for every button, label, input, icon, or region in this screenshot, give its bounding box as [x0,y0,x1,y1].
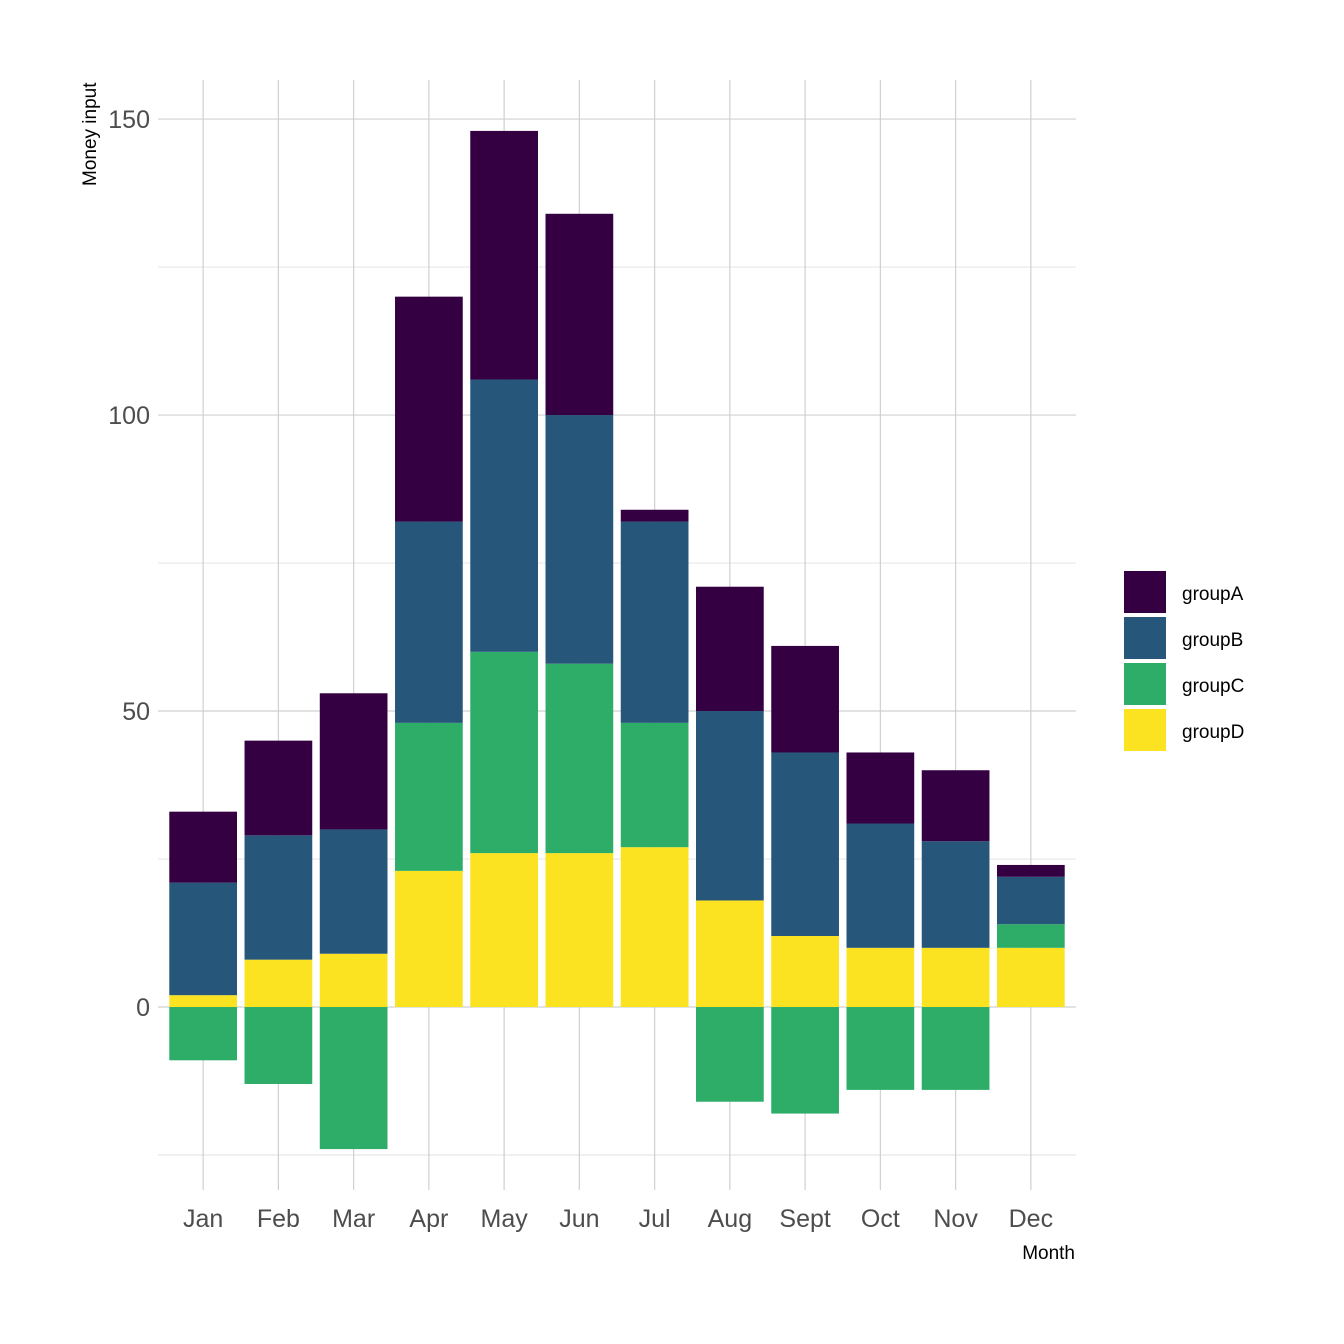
bar-groupA-Apr [395,296,463,522]
bar-groupC-Dec [996,924,1065,948]
bar-groupD-Nov [921,947,990,1008]
legend-label: groupD [1182,722,1244,743]
bar-groupD-Jan [169,995,238,1008]
bar-groupB-Jul [620,521,689,723]
bar-groupA-Jul [620,509,689,522]
bar-groupB-Dec [996,876,1065,925]
legend-label: groupA [1182,584,1244,605]
x-tick-label: Apr [409,1205,448,1233]
bar-groupD-Mar [319,953,388,1008]
bar-groupD-Oct [846,947,915,1008]
x-tick-label: Aug [708,1205,752,1233]
bar-groupB-Sept [771,752,839,936]
bars [169,130,1065,1150]
bar-groupD-Dec [996,947,1065,1008]
bar-groupD-Sept [771,935,839,1008]
legend: groupA groupB groupC groupD [1124,571,1244,751]
bar-groupA-Oct [846,752,915,824]
bar-groupC-Feb [244,1007,313,1084]
legend-label: groupC [1182,676,1244,697]
x-tick-label: Dec [1009,1205,1053,1233]
x-tick-label: Jan [183,1205,223,1233]
bar-groupA-Jan [169,811,238,883]
bar-groupA-May [470,130,538,380]
bar-groupC-Mar [319,1007,388,1150]
bar-groupB-Mar [319,829,388,954]
x-tick-label: Jul [639,1205,671,1233]
legend-label: groupB [1182,630,1243,651]
bar-groupC-Jun [545,663,614,854]
bar-groupB-Oct [846,823,915,948]
bar-groupB-Aug [696,711,764,901]
y-tick-label: 100 [108,402,150,430]
bar-groupD-Feb [244,959,313,1008]
x-tick-label: May [481,1205,529,1233]
bar-groupB-Jun [545,415,614,664]
x-tick-label: Feb [257,1205,300,1233]
x-axis-title: Month [1022,1243,1075,1264]
bar-groupA-Dec [996,864,1065,877]
x-axis-ticks: Jan Feb Mar Apr May Jun Jul Aug Sept Oct Nov Dec [183,1205,1053,1233]
bar-groupD-May [470,853,538,1008]
bar-groupC-Oct [846,1007,915,1090]
y-axis-ticks: 0 50 100 150 [108,106,150,1022]
x-tick-label: Oct [861,1205,900,1233]
x-tick-label: Nov [933,1205,978,1233]
legend-key-groupB [1124,617,1166,659]
bar-groupA-Sept [771,645,839,753]
x-tick-label: Jun [559,1205,599,1233]
bar-groupC-Jul [620,722,689,848]
bar-groupC-Sept [771,1007,839,1114]
bar-groupC-Apr [395,722,463,871]
y-axis-title: Money input [80,82,101,186]
bar-groupC-May [470,651,538,854]
bar-groupB-Feb [244,835,313,960]
bar-groupD-Apr [395,870,463,1008]
y-tick-label: 150 [108,106,150,134]
bar-groupC-Nov [921,1007,990,1090]
y-tick-label: 0 [136,994,150,1022]
y-tick-label: 50 [122,698,150,726]
legend-key-groupC [1124,663,1166,705]
bar-groupD-Jun [545,853,614,1008]
bar-groupD-Aug [696,900,764,1008]
bar-groupA-Nov [921,770,990,842]
bar-groupD-Jul [620,847,689,1008]
bar-groupC-Aug [696,1007,764,1102]
bar-groupB-Nov [921,841,990,948]
bar-groupB-Apr [395,521,463,723]
legend-key-groupD [1124,709,1166,751]
legend-key-groupA [1124,571,1166,613]
bar-groupA-Aug [696,586,764,712]
bar-groupB-Jan [169,882,238,996]
x-tick-label: Sept [779,1205,830,1233]
x-tick-label: Mar [332,1205,375,1233]
bar-groupB-May [470,379,538,652]
bar-groupC-Jan [169,1007,238,1061]
bar-groupA-Feb [244,740,313,836]
bar-groupA-Jun [545,213,614,416]
bar-groupA-Mar [319,693,388,830]
